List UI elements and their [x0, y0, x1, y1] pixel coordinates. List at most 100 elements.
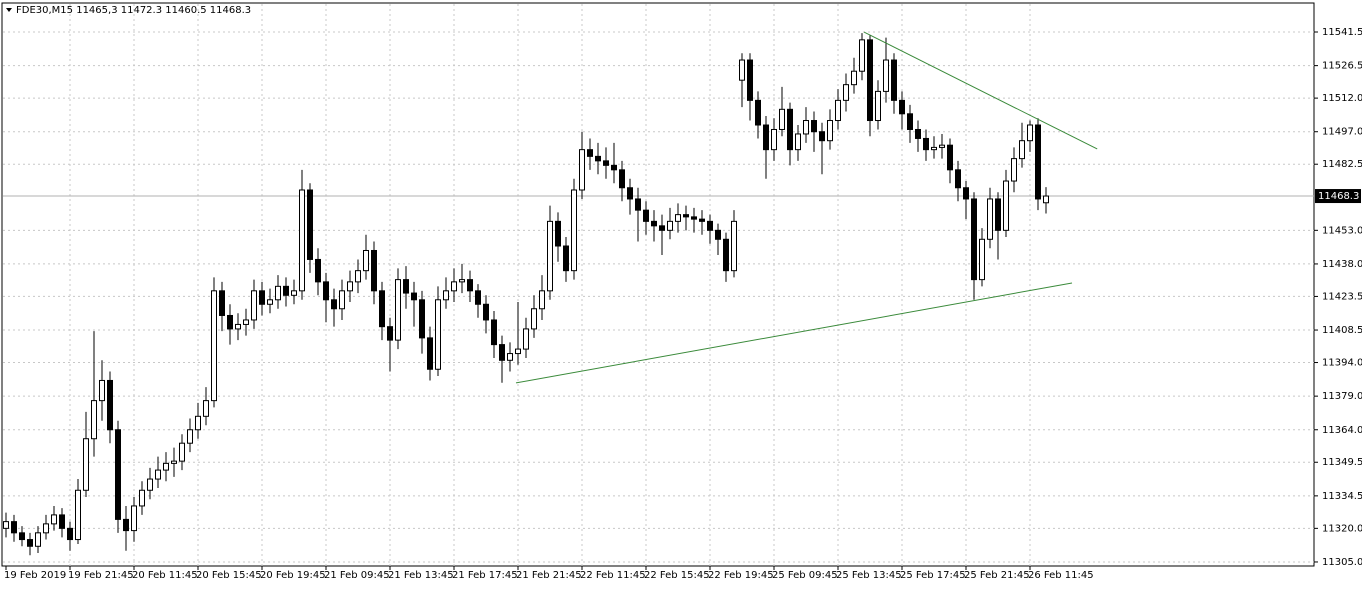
candle-body [131, 505, 137, 532]
x-tick-label: 21 Feb 13:45 [388, 570, 454, 581]
candle-body [691, 216, 697, 220]
candle-body [443, 290, 449, 301]
candle-body [907, 113, 913, 130]
candle-body [115, 429, 121, 520]
candle-body [723, 238, 729, 272]
candle-body [203, 400, 209, 417]
y-tick-label: 11453.0 [1322, 225, 1362, 236]
candle-body [1027, 124, 1033, 142]
candle-body [483, 303, 489, 321]
candle-body [891, 59, 897, 101]
candle-body [51, 514, 57, 525]
x-tick-label: 22 Feb 11:45 [580, 570, 646, 581]
candle-body [339, 290, 345, 310]
candle-body [283, 285, 289, 296]
candle-body [827, 120, 833, 142]
candle-body [931, 146, 937, 151]
candle-body [307, 189, 313, 260]
candle-body [699, 218, 705, 222]
candle-body [3, 521, 9, 529]
candle-body [275, 285, 281, 301]
candle-body [835, 99, 841, 122]
candle-body [763, 124, 769, 151]
candle-body [779, 108, 785, 130]
candle-body [715, 229, 721, 240]
candle-body [947, 144, 953, 171]
candle-body [627, 187, 633, 200]
candle-body [187, 429, 193, 444]
candle-body [147, 478, 153, 491]
y-tick-label: 11526.5 [1322, 61, 1362, 72]
x-tick-label: 21 Feb 21:45 [516, 570, 582, 581]
candle-body [739, 59, 745, 81]
candle-body [811, 120, 817, 133]
candle-body [875, 90, 881, 122]
candle-body [19, 532, 25, 541]
candle-body [963, 187, 969, 200]
candle-body [491, 319, 497, 346]
candle-body [459, 279, 465, 283]
candle-body [1035, 124, 1041, 200]
candle-body [379, 290, 385, 328]
candle-body [643, 209, 649, 222]
candle-body [867, 39, 873, 122]
candle-body [979, 238, 985, 281]
candle-body [195, 415, 201, 431]
candle-body [139, 489, 145, 507]
current-price-box [1315, 189, 1361, 204]
y-tick-label: 11349.5 [1322, 457, 1362, 468]
candle-body [435, 299, 441, 370]
candle-body [659, 225, 665, 231]
y-tick-label: 11408.5 [1322, 325, 1362, 336]
y-tick-label: 11305.0 [1322, 557, 1362, 568]
candle-body [843, 84, 849, 101]
candle-body [899, 99, 905, 115]
x-tick-label: 25 Feb 17:45 [900, 570, 966, 581]
candle-body [387, 326, 393, 341]
candle-body [915, 128, 921, 139]
candle-body [243, 319, 249, 325]
candle-body [43, 523, 49, 534]
current-price-label: 11468.3 [1318, 191, 1359, 202]
candle-body [1019, 140, 1025, 160]
candle-body [611, 164, 617, 171]
x-tick-label: 26 Feb 11:45 [1028, 570, 1094, 581]
x-tick-label: 25 Feb 21:45 [964, 570, 1030, 581]
candle-body [99, 379, 105, 402]
y-tick-label: 11394.0 [1322, 358, 1362, 369]
candle-body [1043, 195, 1049, 204]
candle-body [747, 59, 753, 101]
candle-body [219, 290, 225, 316]
candle-body [531, 308, 537, 330]
candle-body [155, 469, 161, 480]
candle-body [291, 290, 297, 296]
candle-body [883, 59, 889, 92]
candle-body [371, 249, 377, 292]
candle-body [635, 198, 641, 211]
candle-body [755, 99, 761, 126]
candle-body [163, 462, 169, 471]
candle-body [579, 149, 585, 191]
candle-body [523, 328, 529, 350]
x-tick-label: 22 Feb 19:45 [708, 570, 774, 581]
candle-body [323, 281, 329, 301]
menu-arrow[interactable] [6, 8, 12, 12]
y-tick-label: 11334.5 [1322, 491, 1362, 502]
candle-body [851, 70, 857, 86]
candle-body [603, 160, 609, 166]
candle-body [803, 120, 809, 135]
x-tick-label: 20 Feb 15:45 [196, 570, 262, 581]
y-tick-label: 11320.0 [1322, 523, 1362, 534]
y-tick-label: 11512.0 [1322, 93, 1362, 104]
candle-body [731, 220, 737, 272]
candle-body [171, 460, 177, 464]
candle-body [67, 527, 73, 541]
candle-body [995, 198, 1001, 231]
candle-body [1011, 158, 1017, 182]
candle-body [923, 137, 929, 151]
candle-body [507, 353, 513, 361]
candle-body [11, 521, 17, 534]
candle-body [259, 290, 265, 305]
